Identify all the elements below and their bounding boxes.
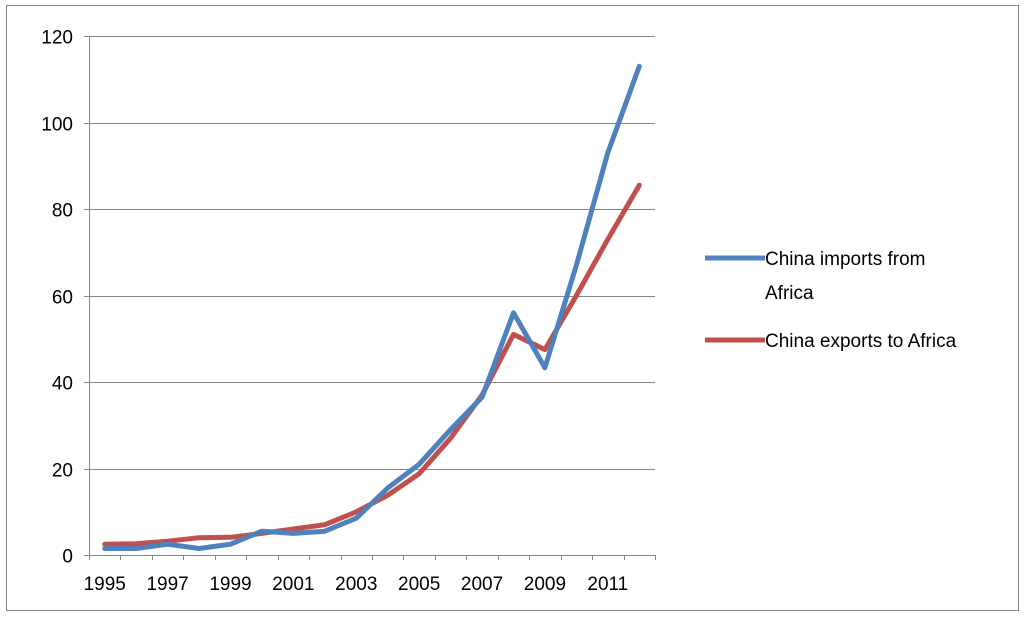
y-tick-label: 20 <box>52 461 73 482</box>
x-tick-label: 2003 <box>335 574 377 595</box>
y-tick-label: 0 <box>62 547 73 568</box>
series-line-0 <box>102 63 642 551</box>
legend-label-1: China exports to Africa <box>765 331 957 352</box>
y-tick-label: 120 <box>41 28 73 49</box>
x-tick-label: 2001 <box>272 574 314 595</box>
x-tick-label: 2009 <box>524 574 566 595</box>
x-tick-label: 2005 <box>398 574 440 595</box>
x-tick-label: 1999 <box>209 574 251 595</box>
chart-border <box>6 5 1019 611</box>
x-tick-label: 1997 <box>146 574 188 595</box>
y-tick-label: 60 <box>52 288 73 309</box>
y-tick-label: 80 <box>52 201 73 222</box>
x-tick-label: 2007 <box>461 574 503 595</box>
x-tick-label: 2011 <box>587 574 628 595</box>
x-tick-label: 1995 <box>84 574 126 595</box>
legend-label-0: China imports from Africa <box>765 249 926 304</box>
y-tick-label: 100 <box>41 115 73 136</box>
y-tick-label: 40 <box>52 374 73 395</box>
